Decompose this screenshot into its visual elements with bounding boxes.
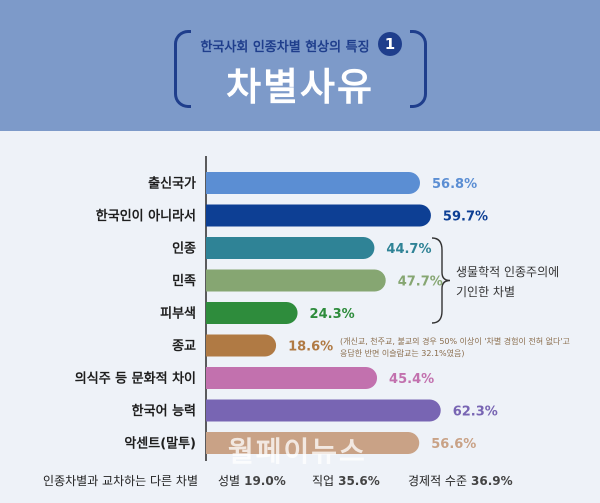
category-label: 한국어 능력 [132, 403, 196, 419]
data-label: 45.4% [389, 372, 434, 387]
intersectional-item-label: 직업 [312, 474, 335, 488]
intersectional-item-economic: 경제적 수준 36.9% [408, 472, 513, 489]
header-subtitle: 한국사회 인종차별 현상의 특징 [200, 40, 370, 55]
data-label: 59.7% [443, 210, 488, 225]
category-label: 인종 [172, 241, 196, 257]
bar-base [206, 172, 217, 194]
bar [206, 432, 420, 454]
brace-note-line1: 생물학적 인종주의에 [456, 265, 560, 279]
category-label: 출신국가 [148, 176, 196, 192]
religion-footnote: (개신교, 천주교, 불교의 경우 50% 이상이 '차별 경험이 전혀 없다'… [340, 336, 590, 360]
data-label: 44.7% [386, 242, 431, 257]
bar [206, 302, 298, 324]
data-label: 18.6% [288, 340, 333, 355]
bar [206, 204, 431, 227]
category-label: 피부색 [160, 307, 196, 322]
religion-footnote-line1: (개신교, 천주교, 불교의 경우 50% 이상이 '차별 경험이 전혀 없다'… [340, 337, 570, 346]
left-bracket [174, 30, 191, 108]
bar-base [206, 399, 217, 422]
bar [206, 172, 420, 194]
religion-footnote-line2: 응답한 반면 이슬람교는 32.1%였음) [340, 349, 465, 358]
intersectional-item-value: 19.0% [244, 474, 286, 488]
brace-note-line2: 기인한 차별 [456, 285, 516, 299]
category-label: 한국인이 아니라서 [96, 208, 196, 224]
data-label: 56.8% [432, 177, 477, 192]
watermark: 월페이뉴스 [228, 435, 367, 468]
bar [206, 334, 277, 357]
header-title: 차별사유 [226, 65, 374, 109]
intersectional-item-gender: 성별 19.0% [218, 472, 286, 489]
bar [206, 399, 441, 422]
data-label: 24.3% [310, 307, 355, 322]
category-label: 민족 [172, 273, 196, 289]
right-bracket [410, 30, 427, 108]
category-label: 종교 [172, 339, 196, 354]
bar-base [206, 237, 217, 259]
bar-base [206, 269, 217, 292]
intersectional-item-label: 성별 [218, 474, 241, 488]
intersectional-item-job: 직업 35.6% [312, 472, 380, 489]
intersectional-item-label: 경제적 수준 [408, 474, 468, 488]
bar [206, 237, 375, 259]
category-label: 악센트(말투) [124, 436, 196, 452]
bar [206, 269, 386, 292]
bar-base [206, 204, 217, 227]
category-label: 의식주 등 문화적 차이 [75, 371, 196, 387]
data-label: 47.7% [398, 275, 443, 290]
bar-base [206, 334, 217, 357]
brace-note: 생물학적 인종주의에 기인한 차별 [456, 262, 576, 302]
header-banner: 한국사회 인종차별 현상의 특징 1 차별사유 [0, 0, 600, 131]
bar-base [206, 432, 217, 454]
intersectional-item-value: 35.6% [338, 474, 380, 488]
data-label: 62.3% [453, 405, 498, 420]
data-label: 56.6% [431, 437, 476, 452]
curly-brace [431, 237, 451, 324]
bar [206, 367, 378, 389]
bar-base [206, 367, 217, 389]
intersectional-item-value: 36.9% [471, 474, 513, 488]
header-number-badge: 1 [378, 32, 402, 56]
bar-chart: 출신국가 56.8% 한국인이 아니라서 59.7% 인종 44.7% 민족 47.7% 피부색… [75, 156, 498, 461]
bar-base [206, 302, 217, 324]
intersectional-label: 인종차별과 교차하는 다른 차별 [43, 474, 198, 488]
